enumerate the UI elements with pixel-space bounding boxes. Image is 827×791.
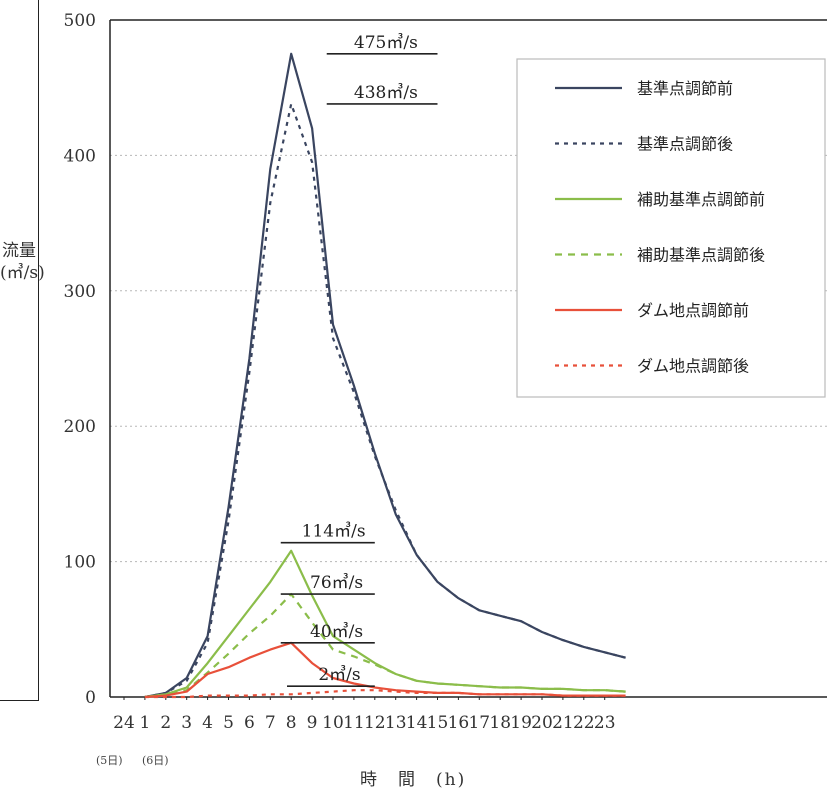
y-tick-label-100: 100 [64,553,96,573]
y-axis-label: 流量 (㎥/s) [0,241,45,283]
x-tick-label-10: 10 [322,713,344,733]
x-tick-label-18: 18 [489,713,511,733]
y-tick-label-0: 0 [85,688,96,708]
x-tick-label-21: 21 [552,713,574,733]
date-label-5: (5日) [96,754,123,767]
annotation-label-3: 76㎥/s [310,573,363,593]
series-line-1 [144,102,626,699]
x-tick-label-23: 23 [594,713,616,733]
x-tick-label-5: 5 [223,713,234,733]
y-tick-label-300: 300 [64,282,96,302]
x-axis-title: 時 間 (h) [360,770,467,790]
x-tick-label-8: 8 [286,713,297,733]
legend-label-2: 補助基準点調節前 [637,190,765,209]
annotation-label-1: 438㎥/s [354,83,418,103]
legend-label-0: 基準点調節前 [637,79,733,98]
x-tick-label-17: 17 [468,713,490,733]
x-tick-label-16: 16 [448,713,470,733]
y-tick-label-400: 400 [64,146,96,166]
series-line-4 [144,641,626,699]
x-tick-label-22: 22 [573,713,595,733]
x-tick-label-4: 4 [202,713,213,733]
annotation-label-0: 475㎥/s [354,33,418,53]
x-tick-label-14: 14 [406,713,428,733]
x-tick-label-15: 15 [427,713,449,733]
x-tick-label-2: 2 [160,713,171,733]
x-tick-label-1: 1 [139,713,150,733]
legend-label-3: 補助基準点調節後 [637,246,765,265]
annotation-label-4: 40㎥/s [310,622,363,642]
left-frame [0,0,39,701]
y-tick-label-200: 200 [64,417,96,437]
series-line-3 [144,592,626,699]
legend-label-1: 基準点調節後 [637,135,733,154]
annotation-label-2: 114㎥/s [302,522,366,542]
annotation-label-5: 2㎥/s [318,665,360,685]
legend-box [516,58,826,398]
x-tick-label-6: 6 [244,713,255,733]
legend-label-5: ダム地点調節後 [637,357,749,376]
x-tick-label-9: 9 [307,713,318,733]
x-tick-label-20: 20 [531,713,553,733]
x-tick-label-3: 3 [181,713,192,733]
x-tick-label-13: 13 [385,713,407,733]
x-tick-label-19: 19 [510,713,532,733]
y-tick-label-500: 500 [64,11,96,31]
x-tick-label-7: 7 [265,713,276,733]
x-tick-label-24: 24 [113,713,135,733]
x-tick-label-11: 11 [343,713,365,733]
date-label-6: (6日) [142,754,169,767]
legend-label-4: ダム地点調節前 [637,301,749,320]
x-tick-label-12: 12 [364,713,386,733]
